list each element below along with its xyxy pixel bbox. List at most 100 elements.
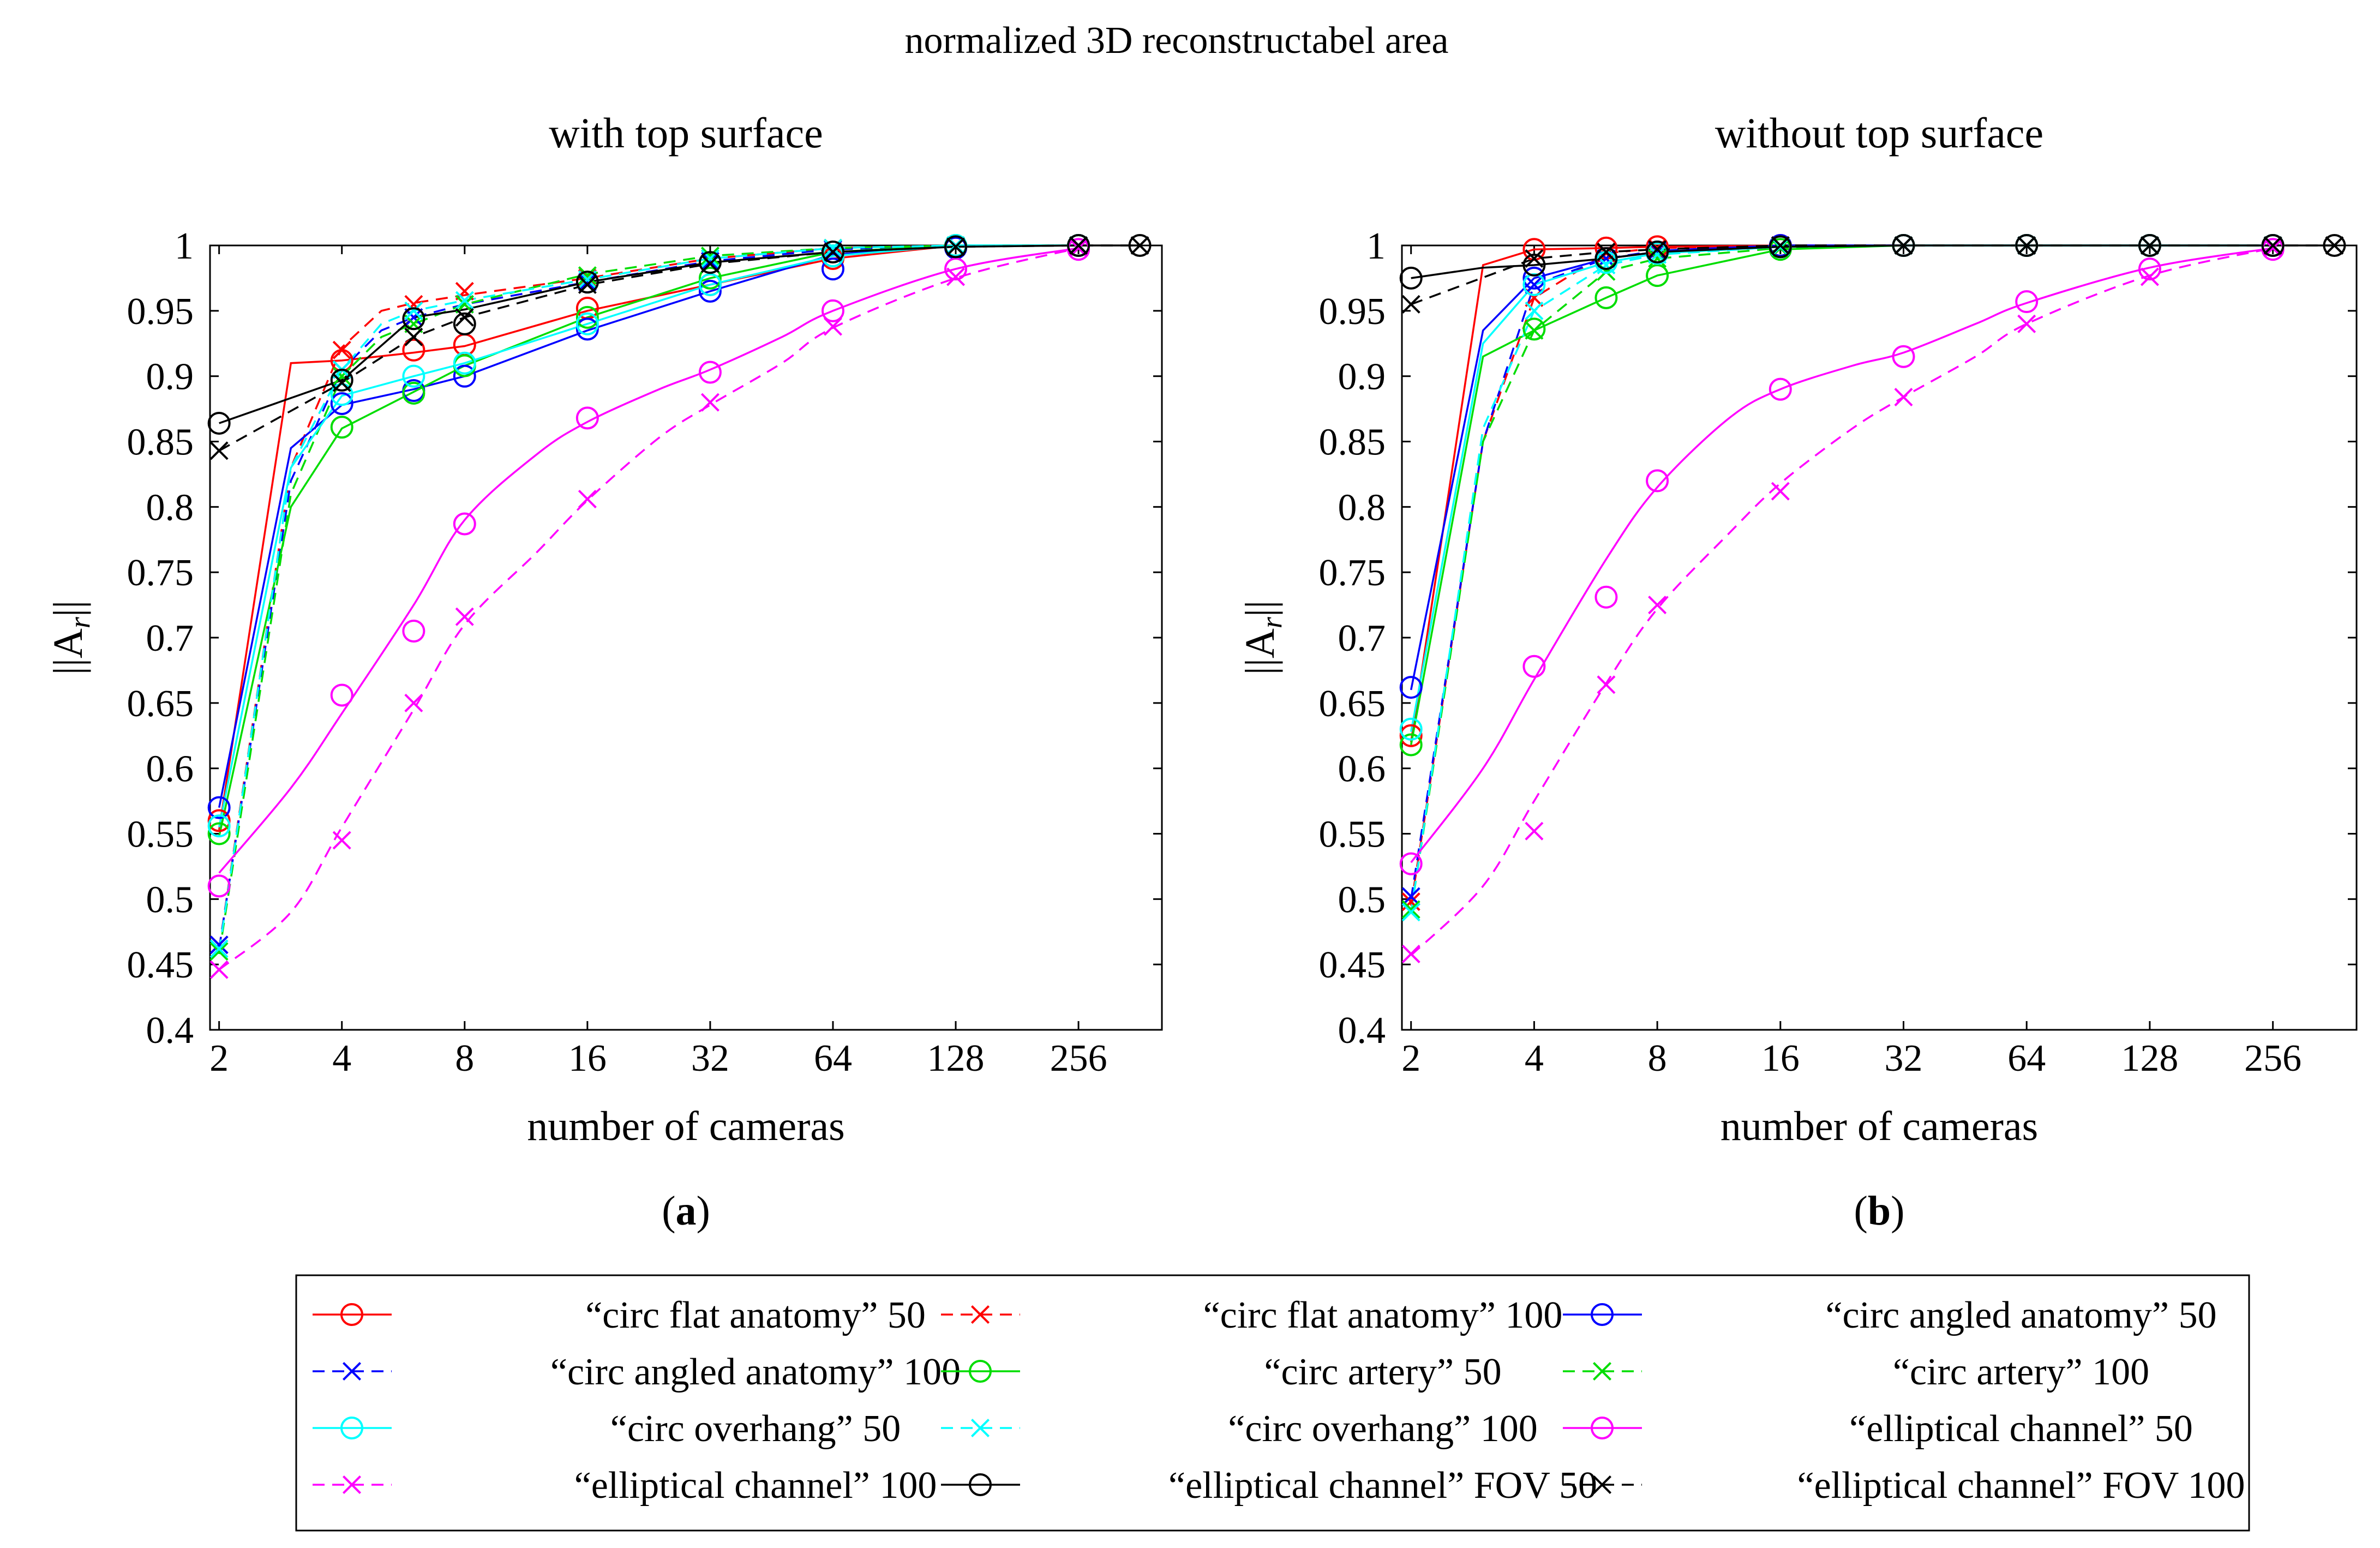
point-elliptical-channel-50-circle-marker (821, 299, 844, 322)
point-circ-artery-100-cross-marker (1401, 900, 1420, 919)
y-tick-label: 0.4 (146, 1010, 194, 1052)
point-elliptical-channel-100-cross-marker (1894, 388, 1913, 407)
y-tick-label: 0.7 (1338, 617, 1386, 659)
point-circ-overhang-100-cross-marker (209, 939, 229, 958)
y-tick-label: 0.8 (146, 487, 194, 529)
point-elliptical-channel-FOV-50-circle-marker (330, 368, 353, 392)
point-circ-artery-50-circle-marker (1594, 286, 1618, 309)
x-tick-label: 256 (2244, 1037, 2301, 1079)
cross-stroke (1648, 249, 1667, 268)
cross-stroke (1593, 1475, 1611, 1494)
y-tick-label: 0.85 (1319, 422, 1386, 464)
cross-stroke (1894, 236, 1913, 255)
point-circ-overhang-50-circle-marker (1399, 717, 1423, 741)
caption-paren: ( (662, 1188, 675, 1234)
point-elliptical-channel-FOV-50-circle-marker (207, 411, 231, 435)
point-circ-artery-100-cross-marker (455, 295, 474, 314)
point-elliptical-channel-FOV-100-cross-marker (455, 308, 474, 327)
point-circ-overhang-100-cross-marker (404, 301, 423, 320)
point-elliptical-channel-FOV-100-cross-marker (1525, 249, 1544, 268)
point-circ-overhang-100-cross-marker (1597, 255, 1616, 274)
cross-stroke (332, 340, 351, 359)
cross-stroke (455, 295, 474, 314)
x-tick-label: 4 (332, 1037, 351, 1079)
point-circ-overhang-50-circle-marker (207, 814, 231, 838)
point-circ-artery-50-circle-marker (402, 381, 425, 405)
point-circ-overhang-50-circle-marker (453, 351, 476, 375)
point-circ-angled-anatomy-50-circle-marker (330, 392, 353, 415)
cross-stroke (1401, 944, 1420, 963)
point-elliptical-channel-100-cross-marker (455, 607, 474, 626)
series-line-circ-flat-anatomy-100 (1410, 244, 2273, 906)
series-group (1399, 234, 2346, 963)
x-tick-label: 32 (691, 1037, 729, 1079)
series-line-elliptical-channel-50 (1410, 247, 2273, 863)
cross-stroke (455, 308, 474, 327)
point-circ-flat-anatomy-100-cross-marker (332, 340, 351, 359)
point-elliptical-channel-50-circle-marker (207, 874, 231, 898)
cross-stroke (2325, 236, 2344, 255)
series-line-elliptical-channel-50 (218, 247, 1079, 874)
point-circ-flat-anatomy-50-circle-marker (207, 809, 231, 832)
y-axis-label-end: || (45, 601, 91, 617)
legend: “circ flat anatomy” 50 “circ flat anatomy… (295, 1274, 2250, 1532)
cross-stroke (578, 275, 597, 294)
point-elliptical-channel-FOV-100-cross-marker (404, 327, 423, 346)
legend-label: “circ flat anatomy” 100 (1203, 1294, 1563, 1336)
cross-stroke (2140, 236, 2159, 255)
point-elliptical-channel-100-cross-marker (209, 960, 229, 979)
series-line-circ-artery-100 (1410, 244, 2273, 913)
y-tick-label: 0.85 (127, 422, 194, 464)
cross-stroke (209, 942, 229, 961)
y-tick-label: 0.4 (1338, 1010, 1386, 1052)
point-elliptical-channel-50-circle-marker (1594, 585, 1618, 609)
cross-stroke (209, 935, 229, 955)
point-elliptical-channel-FOV-50-circle-marker (821, 240, 844, 263)
point-circ-artery-100-cross-marker (404, 314, 423, 333)
y-axis-label: ||Ar|| (45, 601, 96, 675)
legend-label: “circ artery” 50 (1264, 1351, 1501, 1393)
point-circ-artery-50-circle-marker (1399, 733, 1423, 757)
cross-stroke (343, 1475, 361, 1494)
legend-item: “circ artery” 50 (941, 1351, 1502, 1393)
point-circ-overhang-50-circle-marker (698, 273, 722, 296)
series-line-circ-overhang-50 (218, 244, 1079, 827)
series-group (207, 234, 1152, 979)
cross-stroke (1401, 887, 1420, 906)
cross-stroke (2017, 236, 2036, 255)
y-tick-label: 0.6 (1338, 748, 1386, 790)
point-elliptical-channel-50-circle-marker (944, 257, 968, 281)
cross-stroke (1525, 249, 1544, 268)
y-tick-label: 1 (175, 225, 194, 267)
series-line-elliptical-channel-FOV-100 (218, 244, 1140, 452)
point-elliptical-channel-FOV-50-circle-marker (1399, 266, 1423, 290)
series-line-circ-flat-anatomy-50 (218, 244, 1079, 830)
point-elliptical-channel-100-cross-marker (404, 693, 423, 712)
cross-stroke (209, 939, 229, 958)
legend-cross-marker (343, 1362, 361, 1381)
cross-stroke (1593, 1362, 1611, 1381)
point-elliptical-channel-100-cross-marker (946, 267, 966, 286)
y-tick-label: 1 (1366, 225, 1386, 267)
point-elliptical-channel-FOV-50-circle-marker (402, 307, 425, 331)
point-elliptical-channel-50-circle-marker (2138, 257, 2161, 281)
cross-stroke (823, 317, 842, 336)
x-axis-label: number of cameras (1720, 1103, 2038, 1149)
cross-stroke (332, 373, 351, 392)
cross-stroke (1401, 295, 1420, 314)
point-elliptical-channel-FOV-50-circle-marker (1646, 240, 1669, 263)
point-elliptical-channel-100-cross-marker (700, 393, 720, 412)
legend-circle-marker (340, 1303, 363, 1326)
x-tick-label: 256 (1050, 1037, 1107, 1079)
point-circ-angled-anatomy-50-circle-marker (1522, 266, 1546, 290)
x-tick-label: 64 (814, 1037, 852, 1079)
y-tick-label: 0.9 (1338, 356, 1386, 398)
y-axis-label-subscript: r (63, 616, 96, 628)
y-tick-label: 0.75 (1319, 552, 1386, 594)
point-elliptical-channel-50-circle-marker (698, 361, 722, 384)
cross-stroke (2017, 314, 2036, 333)
point-circ-artery-50-circle-marker (330, 416, 353, 439)
legend-label: “circ artery” 100 (1893, 1351, 2149, 1393)
y-axis-label-end: || (1237, 601, 1283, 617)
